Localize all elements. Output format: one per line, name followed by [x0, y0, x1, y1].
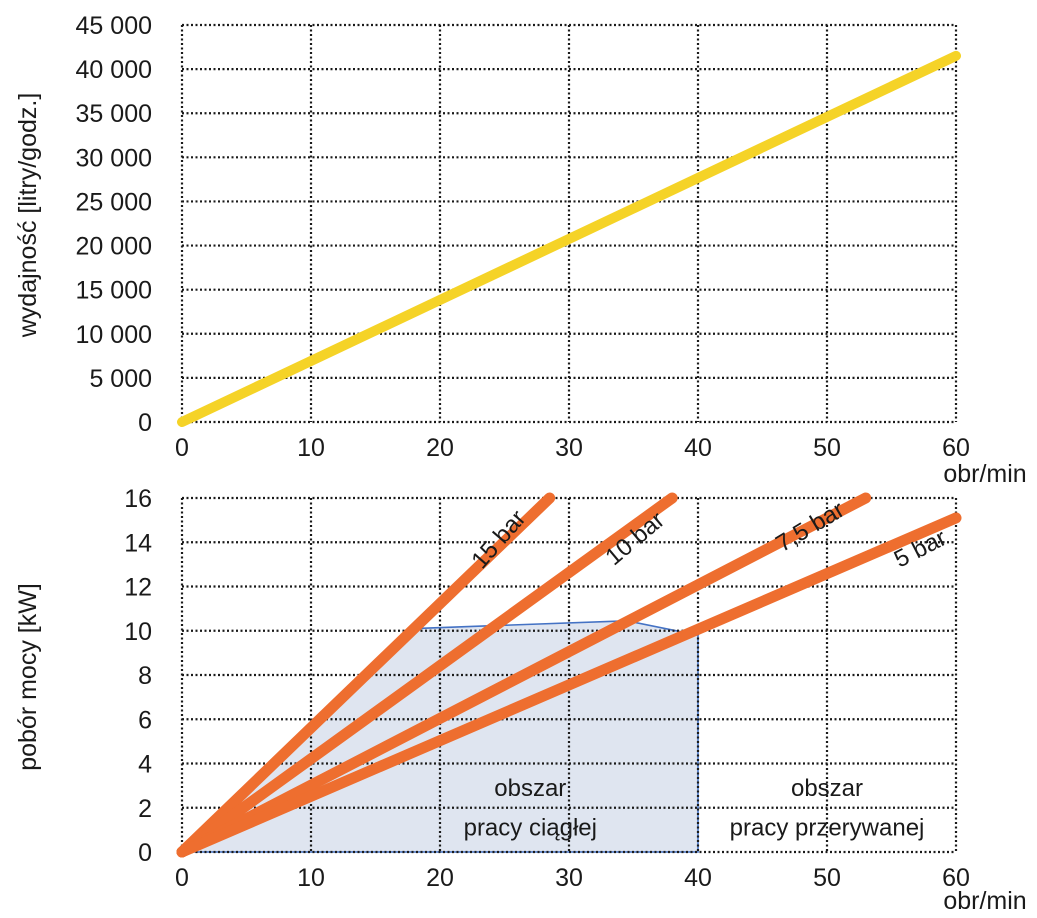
power-y-tick-label: 0 — [138, 839, 152, 867]
yield-chart-y-label: wydajność [litry/godz.] — [14, 93, 42, 339]
yield-chart-y-ticks: 0 5 000 10 000 15 000 20 000 25 000 30 000 35 0… — [76, 12, 152, 437]
yield-y-tick-label: 0 — [138, 409, 152, 437]
series-label: 15 bar — [466, 505, 531, 574]
power-y-tick-label: 10 — [124, 618, 152, 646]
yield-y-tick-label: 35 000 — [76, 100, 152, 128]
power-chart-x-label: obr/min — [943, 887, 1026, 915]
yield-chart-x-label: obr/min — [943, 460, 1026, 488]
power-y-tick-label: 6 — [138, 706, 152, 734]
yield-chart: 0 5 000 10 000 15 000 20 000 25 000 30 000 35 0… — [14, 12, 1027, 488]
power-chart-series — [176, 492, 962, 858]
region-annotation: pracy ciągłej — [464, 815, 597, 842]
power-chart-x-ticks: 0 10 20 30 40 50 60 — [175, 864, 970, 892]
yield-y-tick-label: 40 000 — [76, 56, 152, 84]
power-series-line-0 — [176, 492, 556, 858]
series-label: 7,5 bar — [771, 496, 849, 558]
region-annotation: pracy przerywanej — [730, 815, 925, 842]
power-series-line-1 — [176, 492, 678, 858]
power-x-tick-label: 20 — [426, 864, 454, 892]
yield-y-tick-label: 10 000 — [76, 321, 152, 349]
yield-x-tick-label: 50 — [813, 434, 841, 462]
yield-y-tick-label: 30 000 — [76, 144, 152, 172]
yield-x-tick-label: 0 — [175, 434, 189, 462]
yield-series-line-0 — [177, 50, 961, 427]
power-x-tick-label: 10 — [297, 864, 325, 892]
power-x-tick-label: 40 — [684, 864, 712, 892]
power-y-tick-label: 2 — [138, 795, 152, 823]
region-annotation: obszar — [791, 775, 863, 802]
yield-x-tick-label: 60 — [942, 434, 970, 462]
power-y-tick-label: 14 — [124, 529, 152, 557]
yield-y-tick-label: 15 000 — [76, 277, 152, 305]
yield-y-tick-label: 25 000 — [76, 188, 152, 216]
power-x-tick-label: 60 — [942, 864, 970, 892]
yield-x-tick-label: 30 — [555, 434, 583, 462]
power-x-tick-label: 30 — [555, 864, 583, 892]
power-x-tick-label: 0 — [175, 864, 189, 892]
yield-chart-x-ticks: 0 10 20 30 40 50 60 — [175, 434, 970, 462]
power-chart-grid — [180, 496, 958, 854]
power-x-tick-label: 50 — [813, 864, 841, 892]
power-y-tick-label: 16 — [124, 485, 152, 513]
region-annotation: obszar — [494, 775, 566, 802]
power-y-tick-label: 8 — [138, 662, 152, 690]
power-chart-y-label: pobór mocy [kW] — [14, 583, 42, 771]
yield-x-tick-label: 20 — [426, 434, 454, 462]
yield-chart-series — [177, 50, 961, 427]
yield-y-tick-label: 5 000 — [89, 365, 152, 393]
yield-x-tick-label: 10 — [297, 434, 325, 462]
yield-y-tick-label: 45 000 — [76, 12, 152, 40]
power-series-line-3 — [176, 512, 962, 858]
power-y-tick-label: 4 — [138, 751, 152, 779]
power-chart-annotations: obszar pracy ciągłej obszar pracy przerywan… — [464, 775, 925, 842]
power-series-line-2 — [176, 492, 872, 858]
yield-x-tick-label: 40 — [684, 434, 712, 462]
power-chart-y-ticks: 0 2 4 6 8 10 12 14 16 — [124, 485, 152, 867]
power-y-tick-label: 12 — [124, 574, 152, 602]
yield-y-tick-label: 20 000 — [76, 233, 152, 261]
